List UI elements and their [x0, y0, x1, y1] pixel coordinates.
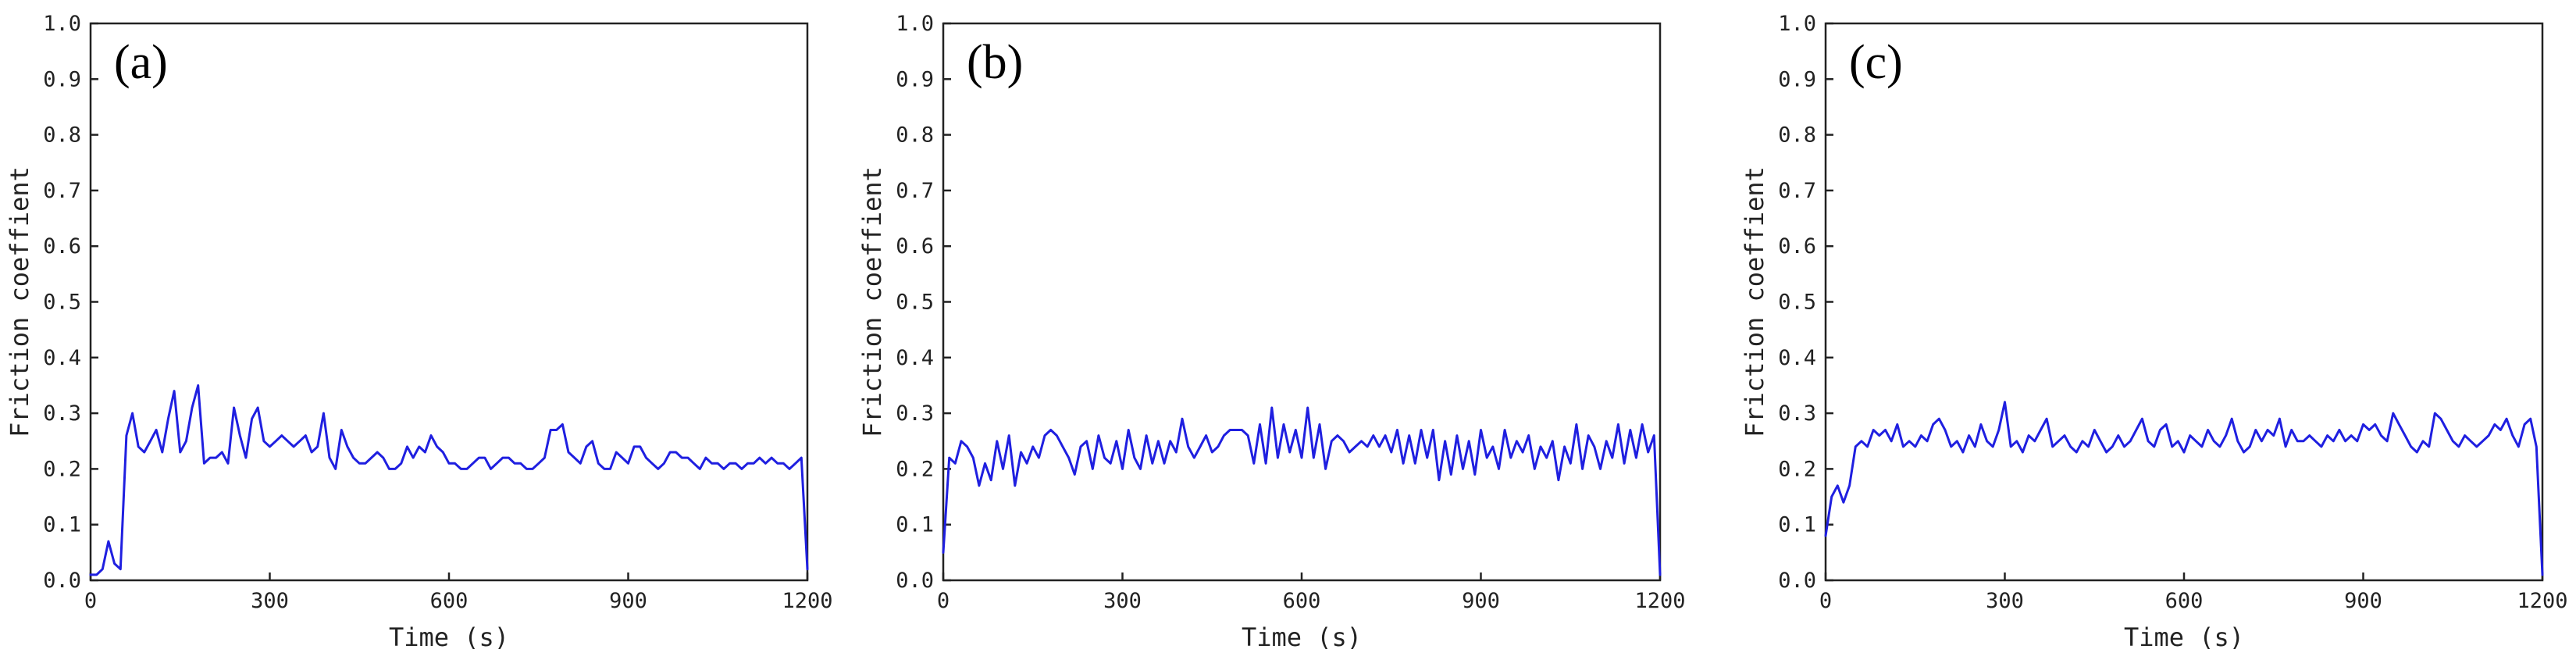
chart-panel-1: 0.0 0.1 0.2 0.3 0.4 0.5 0.6 0.7 0.8 0.9 1.0 0 300 600… [857, 12, 1686, 652]
y-tick-label: 0.3 [896, 401, 934, 426]
y-tick-label: 0.3 [1778, 401, 1816, 426]
y-tick-label: 0.9 [43, 67, 81, 91]
y-axis-title: Friction coeffient [1740, 166, 1769, 437]
y-tick-label: 0.0 [43, 569, 81, 593]
y-tick-label: 0.6 [43, 234, 81, 259]
x-tick-label: 900 [1462, 589, 1500, 613]
y-tick-label: 0.1 [43, 513, 81, 537]
x-tick-label: 0 [1819, 589, 1832, 613]
x-tick-label: 300 [251, 589, 289, 613]
y-tick-label: 0.2 [896, 457, 934, 481]
x-axis-title: Time (s) [389, 622, 509, 652]
x-tick-label: 900 [609, 589, 647, 613]
panel-label: (a) [114, 36, 168, 89]
y-tick-label: 0.5 [1778, 291, 1816, 315]
x-tick-label: 300 [1986, 589, 2024, 613]
y-tick-label: 0.7 [896, 179, 934, 203]
y-tick-label: 0.6 [896, 234, 934, 259]
y-tick-label: 0.4 [1778, 346, 1816, 370]
x-tick-label: 1200 [1634, 589, 1685, 613]
plot-frame [89, 22, 809, 582]
panel-label: (c) [1849, 36, 1903, 89]
y-tick-label: 0.2 [1778, 457, 1816, 481]
friction-series-line [1824, 401, 2544, 576]
y-tick-label: 1.0 [896, 12, 934, 36]
x-tick-label: 600 [2165, 589, 2204, 613]
x-tick-label: 0 [84, 589, 97, 613]
y-tick-label: 0.0 [1778, 569, 1816, 593]
panel-label: (b) [967, 36, 1023, 89]
y-tick-label: 0.5 [896, 291, 934, 315]
y-tick-label: 0.9 [1778, 67, 1816, 91]
x-tick-label: 600 [1283, 589, 1321, 613]
y-tick-label: 0.7 [43, 179, 81, 203]
chart-panel-2: 0.0 0.1 0.2 0.3 0.4 0.5 0.6 0.7 0.8 0.9 1.0 0 300 600… [1740, 12, 2568, 652]
y-tick-label: 0.7 [1778, 179, 1816, 203]
y-tick-label: 0.6 [1778, 234, 1816, 259]
y-tick-label: 0.8 [896, 123, 934, 148]
y-tick-label: 0.1 [1778, 513, 1816, 537]
y-tick-label: 0.5 [43, 291, 81, 315]
x-tick-label: 0 [937, 589, 950, 613]
y-axis-title: Friction coeffient [5, 166, 34, 437]
y-tick-label: 0.8 [1778, 123, 1816, 148]
x-tick-label: 1200 [782, 589, 832, 613]
y-tick-label: 0.0 [896, 569, 934, 593]
x-tick-label: 600 [430, 589, 469, 613]
y-tick-label: 1.0 [1778, 12, 1816, 36]
x-tick-label: 900 [2344, 589, 2382, 613]
y-tick-label: 0.4 [896, 346, 934, 370]
x-axis-title: Time (s) [2124, 622, 2244, 652]
y-tick-label: 0.1 [896, 513, 934, 537]
plot-frame [1824, 22, 2544, 582]
x-tick-label: 300 [1103, 589, 1142, 613]
y-tick-label: 0.3 [43, 401, 81, 426]
y-axis-title: Friction coeffient [857, 166, 887, 437]
friction-series-line [89, 384, 809, 576]
y-tick-label: 0.4 [43, 346, 81, 370]
y-tick-label: 0.2 [43, 457, 81, 481]
y-tick-label: 1.0 [43, 12, 81, 36]
friction-series-line [942, 406, 1662, 576]
plot-frame [942, 22, 1662, 582]
y-tick-label: 0.8 [43, 123, 81, 148]
x-tick-label: 1200 [2517, 589, 2567, 613]
x-axis-title: Time (s) [1242, 622, 1362, 652]
y-tick-label: 0.9 [896, 67, 934, 91]
chart-panel-0: 0.0 0.1 0.2 0.3 0.4 0.5 0.6 0.7 0.8 0.9 1.0 0 300 600… [5, 12, 833, 652]
